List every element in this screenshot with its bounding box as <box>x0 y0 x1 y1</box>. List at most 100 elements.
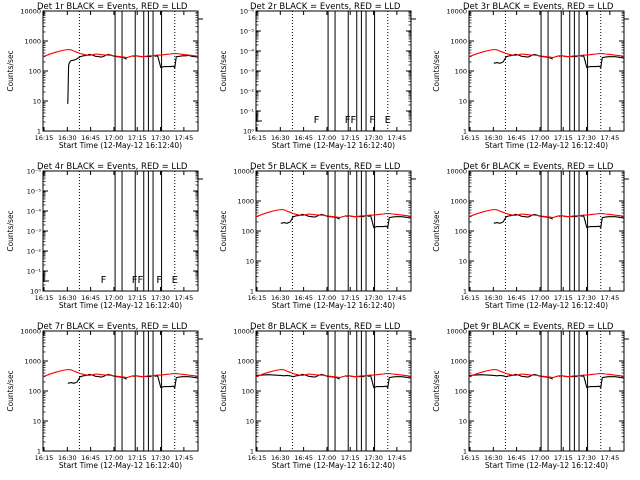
x-tick-label: 16:15 <box>248 454 267 462</box>
e-corner-marker <box>410 171 416 180</box>
x-tick-label: 17:30 <box>577 294 596 302</box>
e-corner-marker <box>623 171 629 180</box>
y-tick-label: 100 <box>455 388 467 396</box>
y-axis-label: Counts/sec <box>219 50 228 91</box>
x-axis-label: Start Time (12-May-12 16:12:40) <box>59 141 182 150</box>
y-tick-label: 1000 <box>450 38 467 46</box>
x-tick-label: 17:15 <box>554 294 573 302</box>
x-tick-label: 17:00 <box>318 294 337 302</box>
x-tick-label: 17:00 <box>318 134 337 142</box>
y-tick-label: 100 <box>242 228 254 236</box>
panel-title: Det 8r BLACK = Events, RED = LLD <box>250 322 401 332</box>
x-axis-label: Start Time (12-May-12 16:12:40) <box>485 461 608 470</box>
panel-title: Det 4r BLACK = Events, RED = LLD <box>37 162 188 172</box>
y-tick-label: 10⁻³ <box>27 228 42 236</box>
panel-title: Det 6r BLACK = Events, RED = LLD <box>463 162 614 172</box>
event-annotation: FF <box>132 275 144 286</box>
lld-series-line <box>469 368 624 379</box>
x-axis-label: Start Time (12-May-12 16:12:40) <box>272 301 395 310</box>
y-tick-label: 10⁻⁴ <box>240 48 255 56</box>
x-tick-label: 17:00 <box>105 294 124 302</box>
x-tick-label: 17:30 <box>151 454 170 462</box>
y-tick-label: 10⁻⁶ <box>240 8 255 16</box>
events-series-line <box>493 53 553 64</box>
events-series-line <box>67 373 127 384</box>
y-tick-label: 100 <box>455 68 467 76</box>
x-tick-label: 17:45 <box>387 294 406 302</box>
lld-series-line <box>256 208 411 219</box>
x-tick-label: 16:30 <box>58 294 77 302</box>
x-tick-label: 16:15 <box>461 294 480 302</box>
events-series-line <box>367 375 411 389</box>
x-axis-label: Start Time (12-May-12 16:12:40) <box>485 301 608 310</box>
y-tick-label: 10⁻¹ <box>27 268 42 276</box>
y-tick-label: 1000 <box>24 358 41 366</box>
x-tick-label: 16:30 <box>271 134 290 142</box>
y-tick-label: 1 <box>463 448 467 456</box>
e-corner-marker <box>623 11 629 20</box>
y-tick-label: 10⁻⁵ <box>27 188 42 196</box>
e-corner-marker <box>256 113 262 122</box>
y-tick-label: 10⁰ <box>30 288 41 296</box>
x-tick-label: 17:30 <box>151 294 170 302</box>
x-tick-label: 17:30 <box>577 134 596 142</box>
y-tick-label: 1000 <box>237 358 254 366</box>
x-tick-label: 17:45 <box>174 134 193 142</box>
panel-title: Det 5r BLACK = Events, RED = LLD <box>250 162 401 172</box>
y-tick-label: 1 <box>463 128 467 136</box>
x-tick-label: 17:15 <box>341 134 360 142</box>
y-tick-label: 1 <box>250 288 254 296</box>
events-series-line <box>580 215 624 229</box>
x-tick-label: 17:15 <box>128 294 147 302</box>
x-tick-label: 16:15 <box>248 134 267 142</box>
x-tick-label: 16:15 <box>35 134 54 142</box>
y-tick-label: 1 <box>37 128 41 136</box>
y-tick-label: 10 <box>459 98 467 106</box>
x-tick-label: 17:30 <box>577 454 596 462</box>
y-tick-label: 10⁻³ <box>240 68 255 76</box>
panel-title: Det 2r BLACK = Events, RED = LLD <box>250 2 401 12</box>
x-tick-label: 16:30 <box>484 454 503 462</box>
x-axis-label: Start Time (12-May-12 16:12:40) <box>272 461 395 470</box>
x-tick-label: 17:45 <box>174 294 193 302</box>
e-corner-marker <box>197 11 203 20</box>
x-tick-label: 16:30 <box>484 294 503 302</box>
y-tick-label: 10⁻⁴ <box>27 208 42 216</box>
e-corner-marker <box>43 273 49 282</box>
x-tick-label: 17:00 <box>105 134 124 142</box>
y-axis-label: Counts/sec <box>432 50 441 91</box>
e-corner-marker <box>410 11 416 20</box>
x-tick-label: 16:45 <box>507 134 526 142</box>
y-tick-label: 10⁰ <box>243 128 254 136</box>
panel-title: Det 9r BLACK = Events, RED = LLD <box>463 322 614 332</box>
y-tick-label: 10⁻² <box>27 248 42 256</box>
x-tick-label: 16:30 <box>58 454 77 462</box>
y-tick-label: 10000 <box>446 168 467 176</box>
lld-series-line <box>256 368 411 379</box>
y-tick-label: 100 <box>29 388 41 396</box>
x-tick-label: 17:45 <box>600 454 619 462</box>
y-tick-label: 1000 <box>450 198 467 206</box>
x-tick-label: 16:45 <box>81 454 100 462</box>
y-tick-label: 10 <box>33 418 41 426</box>
x-tick-label: 17:30 <box>364 134 383 142</box>
x-tick-label: 17:15 <box>341 454 360 462</box>
events-series-line <box>493 213 553 224</box>
x-tick-label: 16:45 <box>81 294 100 302</box>
event-annotation: FF <box>345 115 357 126</box>
lld-series-line <box>469 208 624 219</box>
y-tick-label: 1 <box>250 448 254 456</box>
panel-title: Det 1r BLACK = Events, RED = LLD <box>37 2 188 12</box>
x-tick-label: 17:00 <box>531 294 550 302</box>
x-tick-label: 16:15 <box>35 294 54 302</box>
y-tick-label: 10 <box>33 98 41 106</box>
